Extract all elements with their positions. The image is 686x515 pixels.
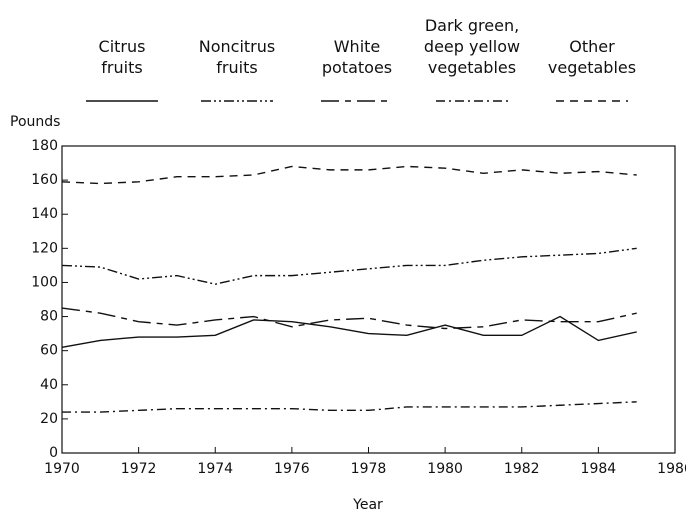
legend-label: Other vegetables — [547, 37, 637, 77]
plot-frame — [61, 145, 676, 454]
y-tick-label: 60 — [40, 343, 58, 359]
x-tick-label: 1972 — [121, 461, 157, 477]
x-tick-label: 1974 — [197, 461, 233, 477]
legend-label: Citrus fruits — [98, 37, 146, 77]
series-line — [61, 315, 637, 348]
y-tick-label: 180 — [31, 138, 58, 154]
y-tick-label: 40 — [40, 377, 58, 393]
x-tick-label: 1970 — [44, 461, 80, 477]
series-line — [61, 165, 637, 185]
series-line — [62, 401, 637, 413]
legend-label: White potatoes — [321, 37, 393, 77]
y-tick-label: 120 — [31, 240, 58, 256]
y-axis-label: Pounds — [10, 114, 60, 130]
y-tick-label: 140 — [31, 206, 58, 222]
x-tick-label: 1978 — [351, 461, 387, 477]
x-tick-label: 1986 — [657, 461, 686, 477]
x-axis-label: Year — [352, 497, 383, 513]
x-tick-label: 1982 — [504, 461, 540, 477]
x-tick-label: 1980 — [427, 461, 463, 477]
y-tick-label: 100 — [31, 274, 58, 290]
y-tick-label: 80 — [40, 309, 58, 325]
x-tick-label: 1976 — [274, 461, 310, 477]
x-tick-label: 1984 — [581, 461, 617, 477]
series-line — [61, 247, 637, 285]
y-tick-label: 160 — [31, 172, 58, 188]
y-tick-label: 0 — [49, 445, 58, 461]
legend-label: Noncitrus fruits — [198, 37, 276, 77]
y-tick-label: 20 — [40, 411, 58, 427]
legend-label: Dark green, deep yellow vegetables — [423, 16, 521, 77]
series-line — [61, 307, 637, 330]
